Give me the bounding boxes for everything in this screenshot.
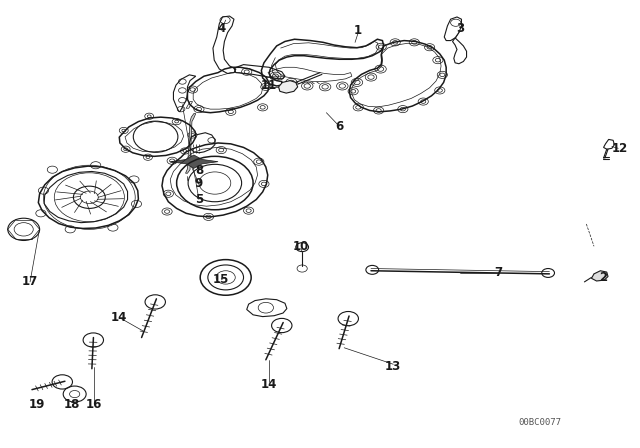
Polygon shape xyxy=(278,81,298,93)
Text: 8: 8 xyxy=(195,164,203,177)
Text: 14: 14 xyxy=(261,378,277,391)
Polygon shape xyxy=(591,271,608,281)
Text: 19: 19 xyxy=(28,398,45,411)
Text: 12: 12 xyxy=(611,142,628,155)
Text: 17: 17 xyxy=(22,276,38,289)
Text: 00BC0077: 00BC0077 xyxy=(518,418,561,426)
Text: 2: 2 xyxy=(600,271,607,284)
Text: 13: 13 xyxy=(385,360,401,373)
Text: 7: 7 xyxy=(494,267,502,280)
Text: 6: 6 xyxy=(335,120,343,133)
Text: 10: 10 xyxy=(292,240,309,253)
Text: 18: 18 xyxy=(63,398,79,411)
Text: 11: 11 xyxy=(261,79,277,92)
Text: 9: 9 xyxy=(195,177,203,190)
Text: 5: 5 xyxy=(195,193,203,206)
Text: 14: 14 xyxy=(111,311,127,324)
Text: 15: 15 xyxy=(213,273,229,286)
Text: 3: 3 xyxy=(456,22,464,34)
Polygon shape xyxy=(170,155,218,168)
Text: 1: 1 xyxy=(354,24,362,37)
Polygon shape xyxy=(186,114,196,173)
Text: 4: 4 xyxy=(217,22,225,34)
Text: 16: 16 xyxy=(86,398,102,411)
